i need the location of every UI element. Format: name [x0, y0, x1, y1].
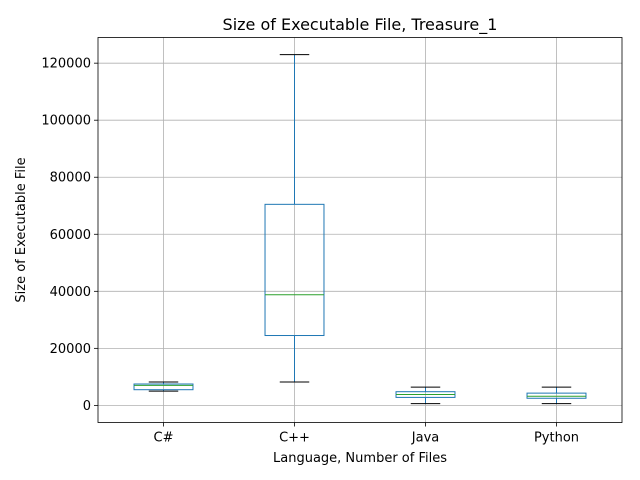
- box-c-: [264, 54, 325, 383]
- iqr-box: [264, 203, 325, 337]
- y-axis-ticks: 0 20000 40000 60000 80000 100000 120000: [41, 57, 98, 414]
- y-tick-label: 60000: [50, 228, 91, 243]
- grid-lines: [98, 37, 622, 423]
- y-tick-label: 20000: [50, 342, 91, 357]
- y-tick-label: 0: [83, 399, 91, 414]
- plot-frame: [97, 37, 623, 423]
- x-tick-label: Python: [534, 431, 579, 446]
- y-axis-label: Size of Executable File: [14, 157, 29, 302]
- x-tick-label: Java: [411, 431, 439, 446]
- x-tick-label: C#: [154, 431, 174, 446]
- x-axis-label: Language, Number of Files: [273, 451, 447, 466]
- iqr-box: [133, 383, 194, 391]
- box-java: [395, 386, 456, 405]
- x-tick-label: C++: [279, 431, 310, 446]
- y-tick-label: 80000: [50, 171, 91, 186]
- boxes: [133, 54, 587, 405]
- y-tick-label: 120000: [41, 57, 91, 72]
- box-c-: [133, 381, 194, 392]
- iqr-box: [526, 392, 587, 399]
- y-tick-label: 100000: [41, 114, 91, 129]
- y-tick-label: 40000: [50, 285, 91, 300]
- box-python: [526, 386, 587, 405]
- x-axis-ticks: C# C++ Java Python: [154, 422, 579, 446]
- chart-title: Size of Executable File, Treasure_1: [223, 15, 498, 35]
